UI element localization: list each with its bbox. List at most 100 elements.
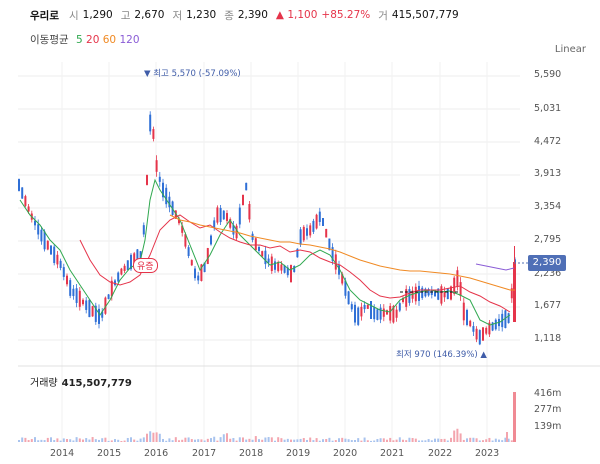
volume-bar (466, 438, 468, 442)
candle-body (347, 291, 350, 305)
candle-body (206, 248, 209, 264)
volume-bar (504, 437, 507, 442)
y-tick-label: 1,677 (534, 300, 562, 311)
volume-bar (78, 438, 81, 442)
candle-body (187, 247, 190, 257)
candle-body (488, 322, 491, 335)
ma-label: 이동평균 (30, 34, 69, 46)
volume-bar (200, 439, 203, 442)
candle-body (389, 305, 392, 321)
volume-bar (114, 439, 116, 442)
volume-bar (286, 438, 289, 442)
current-price-badge: 2,390 (528, 255, 566, 271)
candle-body (219, 207, 222, 223)
candle-body (200, 264, 203, 281)
candle-body (274, 261, 276, 270)
volume-bar (424, 440, 427, 442)
volume-bar (197, 439, 200, 442)
candle-body (370, 301, 372, 319)
volume-bar (485, 439, 488, 442)
volume-bar (40, 439, 43, 442)
candle-body (510, 288, 513, 299)
ma-60[interactable]: 60 (102, 34, 117, 46)
ma-5[interactable]: 5 (75, 34, 83, 46)
candle-body (18, 179, 20, 191)
candle-body (424, 288, 427, 297)
candle-body (117, 272, 120, 282)
close-label: 종 (224, 9, 234, 22)
candle-body (110, 280, 113, 297)
volume-bar (152, 432, 155, 442)
candle-body (434, 290, 436, 297)
volume-title-label: 거래량 (30, 378, 58, 389)
volume-bar (126, 437, 129, 442)
volume-bar (328, 437, 331, 442)
volume-bar (130, 437, 132, 442)
volume-bar (488, 437, 491, 442)
candle-body (504, 310, 507, 329)
volume-bar (232, 438, 235, 442)
ma-120[interactable]: 120 (119, 34, 140, 46)
candle-body (312, 220, 315, 232)
ma-20[interactable]: 20 (86, 34, 100, 46)
volume-bar (491, 440, 494, 442)
volume-bar (482, 440, 484, 442)
volume-bar (66, 439, 68, 442)
volume-bar (456, 428, 459, 442)
volume-bar (178, 440, 180, 442)
candle-body (405, 289, 408, 307)
rights-offering-tag[interactable]: 유증 (133, 258, 158, 273)
candle-body (232, 225, 235, 235)
candle-body (56, 254, 59, 265)
volume-bar (245, 439, 248, 442)
candle-body (366, 304, 369, 309)
volume-bar (414, 438, 417, 442)
volume-bar (475, 438, 478, 442)
candle-body (120, 268, 123, 275)
candle-body (258, 246, 260, 252)
volume-bar (203, 440, 206, 442)
candle-body (446, 288, 449, 300)
candle-body (194, 268, 196, 279)
scale-toggle[interactable]: Linear (554, 44, 586, 55)
volume-bar (194, 439, 196, 442)
vol-axis-label: 416m (534, 388, 562, 399)
candle-body (507, 313, 510, 324)
candle-body (482, 327, 484, 341)
volume-bar (248, 438, 251, 442)
candle-body (373, 307, 376, 320)
volume-bar (24, 437, 27, 442)
candle-body (386, 310, 388, 315)
candle-body (494, 319, 497, 330)
x-tick-label: 2022 (428, 448, 453, 459)
candle-body (331, 247, 334, 261)
candle-body (216, 207, 219, 223)
candle-body (418, 285, 420, 301)
change-percent: +85.27% (321, 9, 371, 21)
high-value: 2,670 (134, 9, 165, 21)
volume-bar (82, 439, 84, 442)
moving-average-legend[interactable]: 이동평균 5 20 60 120 (30, 32, 140, 47)
x-tick-label: 2016 (144, 448, 169, 459)
candle-body (178, 218, 180, 224)
volume-bar (21, 437, 24, 442)
volume-bar (430, 440, 433, 442)
candle-body (181, 225, 184, 233)
candle-body (299, 229, 302, 245)
candle-body (254, 238, 257, 251)
y-tick-label: 3,913 (534, 168, 562, 179)
volume-bar (174, 437, 177, 442)
volume-bar (408, 437, 411, 442)
y-tick-label: 2,795 (534, 234, 562, 245)
volume-bar (421, 440, 424, 442)
stock-name: 우리로 (30, 9, 59, 22)
candle-body (462, 302, 465, 321)
candle-body (267, 258, 270, 263)
volume-bar (440, 438, 443, 442)
volume-bar (53, 440, 56, 442)
volume-bar (69, 439, 72, 442)
candle-body (338, 265, 340, 275)
volume-bar (171, 440, 174, 442)
volume-bar (459, 433, 462, 442)
